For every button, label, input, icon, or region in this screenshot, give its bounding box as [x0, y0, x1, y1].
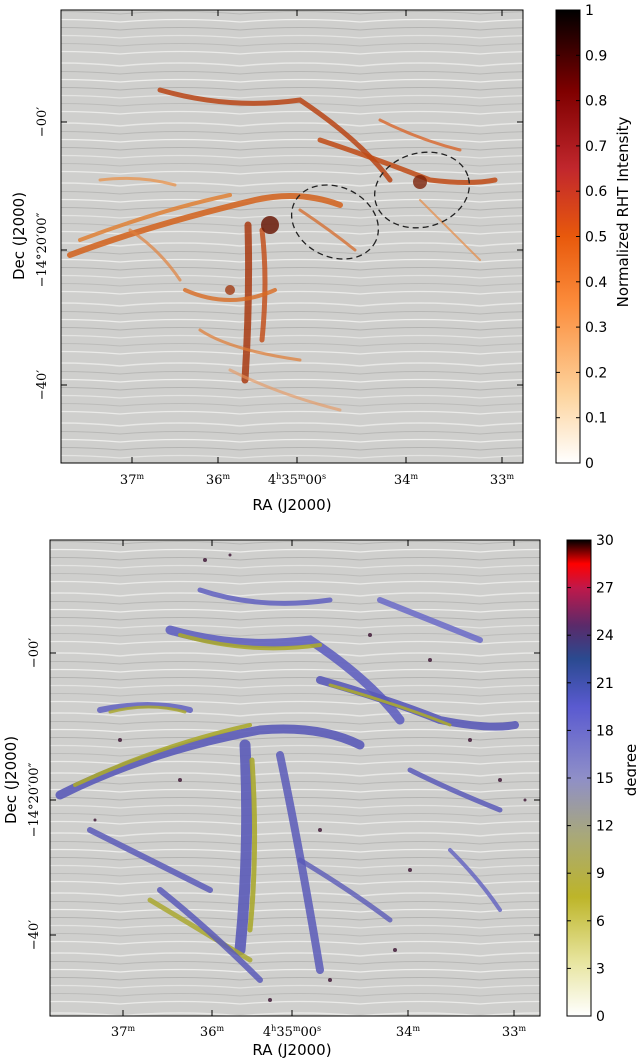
colorbar-tick-label: 0.1	[585, 411, 607, 427]
x-axis-label: RA (J2000)	[252, 1041, 331, 1059]
colorbar-tick-label: 0	[585, 456, 594, 472]
colorbar-tick-label: 21	[596, 676, 614, 692]
x-tick-label: 37m	[120, 472, 145, 488]
x-tick-label: 34m	[394, 472, 419, 488]
x-tick-label: 33m	[490, 472, 515, 488]
colorbar-tick-label: 18	[596, 723, 614, 739]
lic-background	[50, 540, 540, 1016]
y-tick-marks	[50, 652, 540, 936]
colorbar-tick-label: 0.2	[585, 365, 607, 381]
colorbar-tick-label: 0.6	[585, 184, 607, 200]
colorbar-tick-label: 27	[596, 581, 614, 597]
colorbar-label: Normalized RHT Intensity	[614, 117, 632, 308]
y-tick-label: −14°20′00″	[27, 762, 42, 837]
y-axis-label: Dec (J2000)	[2, 736, 20, 824]
x-tick-label: 36m	[200, 1024, 225, 1040]
colorbar-tick-label: 12	[596, 819, 614, 835]
dispersion-figure: 37m 36m 4h35m00s 34m 33m RA (J2000) −00′…	[2, 533, 636, 1059]
rht-filaments	[67, 87, 498, 412]
x-tick-marks	[122, 540, 515, 1016]
colorbar-tick-label: 0.3	[585, 320, 607, 336]
colorbar-tick-label: 0.8	[585, 94, 607, 110]
y-tick-marks	[61, 121, 523, 386]
colorbar-ticks: 0 0.1 0.2 0.3 0.4 0.5 0.6 0.7 0.8 0.9 1	[556, 3, 607, 472]
colorbar-ticks: 0 3 6 9 12 15 18 21 24 27 30	[567, 533, 614, 1025]
x-tick-label: 34m	[396, 1024, 421, 1040]
dashed-ellipse-right	[374, 151, 470, 229]
x-tick-marks	[131, 10, 503, 463]
colorbar-tick-label: 9	[596, 866, 605, 882]
y-axis-label: Dec (J2000)	[10, 192, 28, 280]
plot-frame	[60, 9, 524, 464]
colorbar-tick-label: 0.7	[585, 139, 607, 155]
colorbar-tick-label: 24	[596, 628, 614, 644]
colorbar-tick-label: 0.4	[585, 275, 607, 291]
y-tick-label: −00′	[27, 638, 42, 668]
rht-intensity-figure: 37m 36m 4h35m00s 34m 33m RA (J2000) −00′…	[10, 3, 632, 514]
colorbar-tick-label: 30	[596, 533, 614, 549]
colorbar-tick-label: 3	[596, 961, 605, 977]
colorbar-tick-label: 15	[596, 771, 614, 787]
x-tick-label: 33m	[502, 1024, 527, 1040]
y-tick-label: −00′	[35, 107, 50, 137]
x-tick-label: 4h35m00s	[263, 1024, 321, 1040]
x-axis-label: RA (J2000)	[252, 496, 331, 514]
dashed-ellipse-left	[290, 184, 380, 260]
speckles	[93, 553, 527, 1002]
colorbar-tick-label: 0.5	[585, 230, 607, 246]
y-tick-label: −14°20′00″	[35, 212, 50, 287]
orientation-dispersion-panel: 37m 36m 4h35m00s 34m 33m RA (J2000) −00′…	[0, 530, 636, 1061]
y-tick-label: −40′	[35, 370, 50, 400]
colorbar-label: degree	[622, 744, 636, 797]
dispersion-filaments	[55, 587, 519, 983]
colorbar-tick-label: 6	[596, 914, 605, 930]
colorbar-tick-label: 0.9	[585, 48, 607, 64]
rht-intensity-panel: 37m 36m 4h35m00s 34m 33m RA (J2000) −00′…	[0, 0, 636, 530]
colorbar-tick-label: 0	[596, 1009, 605, 1025]
x-tick-label: 4h35m00s	[268, 472, 326, 488]
x-tick-label: 37m	[111, 1024, 136, 1040]
plot-frame	[49, 539, 541, 1017]
x-tick-label: 36m	[206, 472, 231, 488]
colorbar-tick-label: 1	[585, 3, 594, 19]
y-tick-label: −40′	[27, 920, 42, 950]
